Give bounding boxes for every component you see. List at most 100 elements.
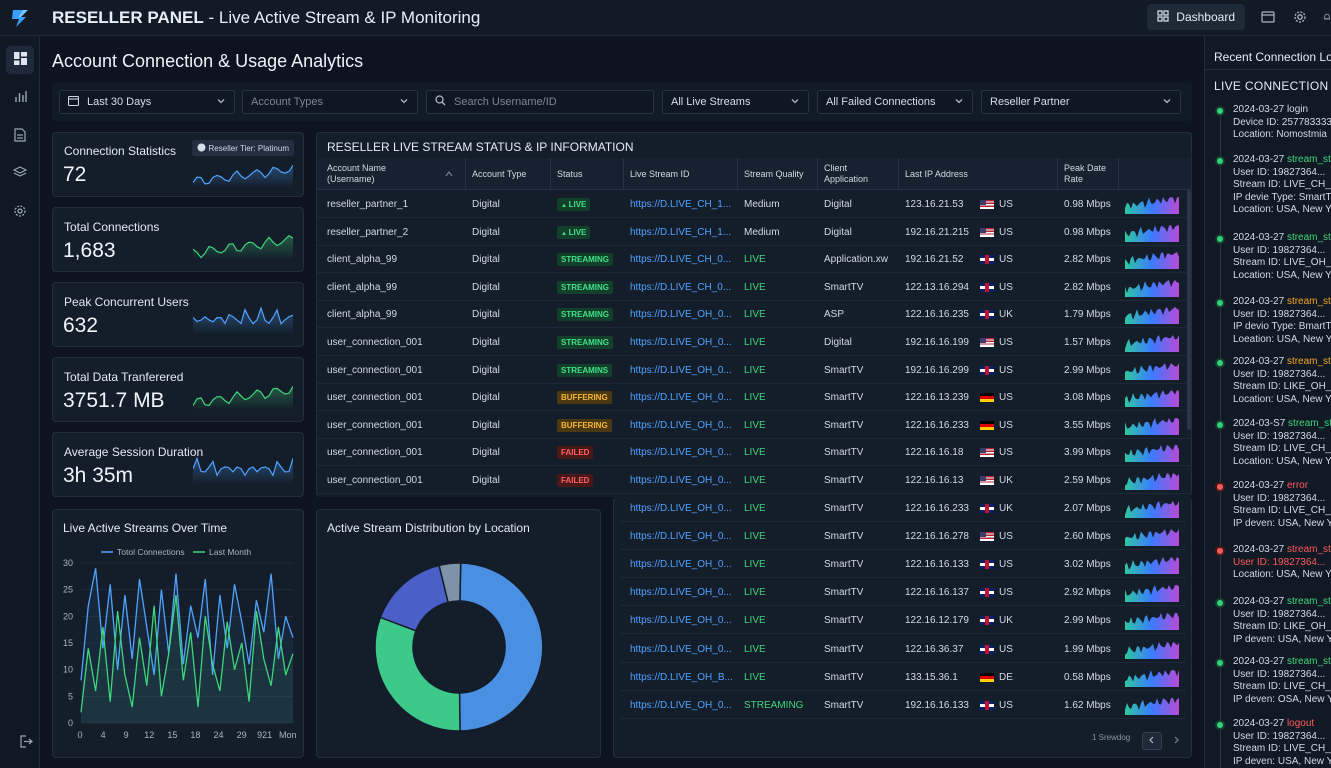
x-tick-label: 29 (237, 730, 247, 740)
stream-id-link-text[interactable]: https://D.LIVE_OH_0... (630, 364, 732, 376)
search-input[interactable]: Search Username/ID (426, 90, 654, 114)
stream-id-link-text[interactable]: https://D.LIVE_OH_0... (630, 502, 732, 514)
table-row[interactable]: user_connection_001 Digital FAILED https://… (317, 439, 1191, 467)
table-row[interactable]: https://D.LIVE_OH_0... LIVE SmartTV 122.16.… (620, 551, 1186, 578)
table-row[interactable]: user_connection_001 Digital BUFFERING https… (317, 412, 1191, 439)
stream-id-link-text[interactable]: https://D.LIVE_OH_0... (630, 559, 732, 570)
layers-icon (12, 166, 28, 182)
stream-id-link-text[interactable]: https://D.LIVE_OH_0... (630, 530, 732, 542)
window-icon[interactable] (1259, 8, 1277, 26)
stream-id-link-text[interactable]: https://D.LIVE_OH_B... (630, 671, 733, 683)
stream-id-link[interactable]: https://D.LIVE_OH_0... (630, 551, 732, 578)
donut-slice[interactable] (458, 562, 544, 732)
donut-slice[interactable] (374, 616, 461, 732)
stream-id-link-text[interactable]: https://D.LIVE_OH_0... (630, 419, 732, 431)
table-scrollbar[interactable] (1187, 190, 1191, 430)
account-name: user_connection_001 (327, 419, 423, 431)
stream-id-link-text[interactable]: https://D.LIVE_OH_0... (630, 615, 732, 627)
table-row[interactable]: user_connection_001 Digital STREAMINS https… (317, 357, 1191, 384)
stream-id-link[interactable]: https://D.LIVE_OH_0... (630, 579, 732, 606)
table-row[interactable]: https://D.LIVE_OH_0... LIVE SmartTV 122.16.… (620, 523, 1186, 550)
stream-id-link-text[interactable]: https://D.LIVE_CH_0... (630, 254, 732, 266)
stream-id-link-text[interactable]: https://D.LIVE_OH_0... (630, 700, 732, 711)
stream-id-link[interactable]: https://D.LIVE_OH_B... (630, 664, 733, 691)
stream-id-link[interactable]: https://D.LIVE_CH_0... (630, 246, 731, 273)
column-header[interactable]: Account Name (Username) (327, 163, 387, 184)
bell-icon[interactable] (1323, 8, 1331, 26)
stream-id-link[interactable]: https://D.LIVE_OH_0... (630, 439, 732, 466)
stream-id-link[interactable]: https://D.LIVE_OH_0... (630, 329, 732, 356)
column-header[interactable]: Stream Quality (744, 168, 804, 179)
dashboard-icon (13, 52, 27, 68)
stream-id-link[interactable]: https://D.LIVE_OH_0... (630, 523, 732, 550)
stream-id-link[interactable]: https://D.LIVE_OH_0... (630, 607, 732, 634)
stream-id-link-text[interactable]: https://D.LIVE_OH_0... (630, 447, 732, 459)
live-streams-select[interactable]: All Live Streams (662, 90, 809, 114)
dashboard-button[interactable]: Dashboard (1147, 4, 1245, 30)
ip-address: 133.15.36.1 (905, 671, 958, 683)
stream-id-link[interactable]: https://D.LIVE_CH_0... (630, 274, 731, 301)
reseller-partner-select[interactable]: Reseller Partner (981, 90, 1181, 114)
table-row[interactable]: user_connection_001 Digital STREAMING https… (317, 329, 1191, 356)
table-row[interactable]: https://D.LIVE_OH_0... LIVE SmartTV 122.16.… (620, 495, 1186, 522)
stream-id-link[interactable]: https://D.LIVE_CH_1... (630, 219, 731, 246)
stream-id-link[interactable]: https://D.LIVE_CH_1... (630, 191, 731, 218)
stream-id-link-text[interactable]: https://D.LIVE_OH_0... (630, 337, 732, 348)
table-row[interactable]: client_alpha_99 Digital STREAMING https://D… (317, 274, 1191, 301)
stream-id-link-text[interactable]: https://D.LIVE_OH_0... (630, 587, 732, 599)
column-header[interactable]: Account Type (472, 168, 527, 179)
sidebar-item-reports[interactable] (6, 122, 34, 150)
sort-up-icon[interactable] (445, 170, 453, 178)
stream-id-link[interactable]: https://D.LIVE_OH_0... (630, 495, 732, 522)
stream-id-link-text[interactable]: https://D.LIVE_OH_0... (630, 475, 732, 486)
stream-id-link[interactable]: https://D.LIVE_OH_0... (630, 412, 732, 439)
column-header[interactable]: Client Application (824, 163, 869, 184)
next-page-button[interactable] (1168, 732, 1184, 750)
prev-page-button[interactable] (1142, 732, 1162, 750)
stream-id-link-text[interactable]: https://D.LIVE_OH_0... (630, 309, 732, 321)
failed-connections-select[interactable]: All Failed Connections (817, 90, 973, 114)
stream-id-link[interactable]: https://D.LIVE_OH_0... (630, 384, 732, 411)
sidebar-item-dashboard[interactable] (6, 46, 34, 74)
column-header[interactable]: Last IP Address (905, 168, 968, 179)
table-row[interactable]: https://D.LIVE_OH_0... LIVE SmartTV 122.16.… (620, 607, 1186, 635)
donut-slice[interactable] (379, 564, 450, 632)
stream-id-link-text[interactable]: https://D.LIVE_OH_0... (630, 392, 732, 404)
stream-id-link[interactable]: https://D.LIVE_OH_0... (630, 301, 732, 328)
stream-id-link-text[interactable]: https://D.LIVE_OH_0... (630, 643, 732, 655)
date-range-select[interactable]: Last 30 Days (59, 90, 235, 114)
table-row[interactable]: client_alpha_99 Digital STREAMING https://D… (317, 246, 1191, 274)
stream-id-link-text[interactable]: https://D.LIVE_CH_1... (630, 226, 732, 238)
donut-slice[interactable] (438, 562, 462, 604)
sidebar-item-settings[interactable] (6, 198, 34, 226)
table-row[interactable]: user_connection_001 Digital BUFFERING https… (317, 384, 1191, 412)
stream-id-link[interactable]: https://D.LIVE_OH_0... (630, 692, 732, 719)
status-dot-icon (1217, 484, 1223, 490)
table-row[interactable]: https://D.LIVE_OH_B... LIVE SmartTV 133.15.… (620, 664, 1186, 691)
column-header[interactable]: Peak Date Rate (1064, 163, 1107, 184)
sidebar-item-analytics[interactable] (6, 84, 34, 112)
stream-id-link-text[interactable]: https://D.LIVE_CH_1... (630, 199, 732, 210)
gear-icon[interactable] (1291, 8, 1309, 26)
table-row[interactable]: user_connection_001 Digital FAILED https://… (317, 467, 1191, 494)
stream-id-link[interactable]: https://D.LIVE_OH_0... (630, 357, 732, 384)
stream-quality: LIVE (744, 636, 766, 663)
peak-rate: 1.79 Mbps (1064, 309, 1111, 321)
column-divider (737, 158, 738, 190)
stream-id-link[interactable]: https://D.LIVE_OH_0... (630, 636, 732, 663)
event-detail: User ID: 19827364... (1233, 430, 1326, 442)
stream-id-link[interactable]: https://D.LIVE_OH_0... (630, 467, 732, 494)
column-header[interactable]: Status (557, 168, 583, 179)
sidebar-item-logout[interactable] (12, 729, 40, 757)
table-row[interactable]: client_alpha_99 Digital STREAMING https://D… (317, 301, 1191, 329)
stream-id-link-text[interactable]: https://D.LIVE_CH_0... (630, 281, 732, 293)
table-row[interactable]: https://D.LIVE_OH_0... LIVE SmartTV 122.16.… (620, 636, 1186, 663)
account-types-select[interactable]: Account Types (242, 90, 418, 114)
table-row[interactable]: reseller_partner_1 Digital ▲ LIVE https://D… (317, 191, 1191, 218)
column-header[interactable]: Live Stream ID (630, 168, 690, 179)
table-row[interactable]: https://D.LIVE_OH_0... LIVE SmartTV 122.16.… (620, 579, 1186, 607)
table-row[interactable]: https://D.LIVE_OH_0... STREAMING SmartTV 19… (620, 692, 1186, 719)
table-row[interactable]: reseller_partner_2 Digital ▲ LIVE https://D… (317, 219, 1191, 246)
sidebar-item-layers[interactable] (6, 160, 34, 188)
brand-logo-icon[interactable] (0, 0, 40, 36)
